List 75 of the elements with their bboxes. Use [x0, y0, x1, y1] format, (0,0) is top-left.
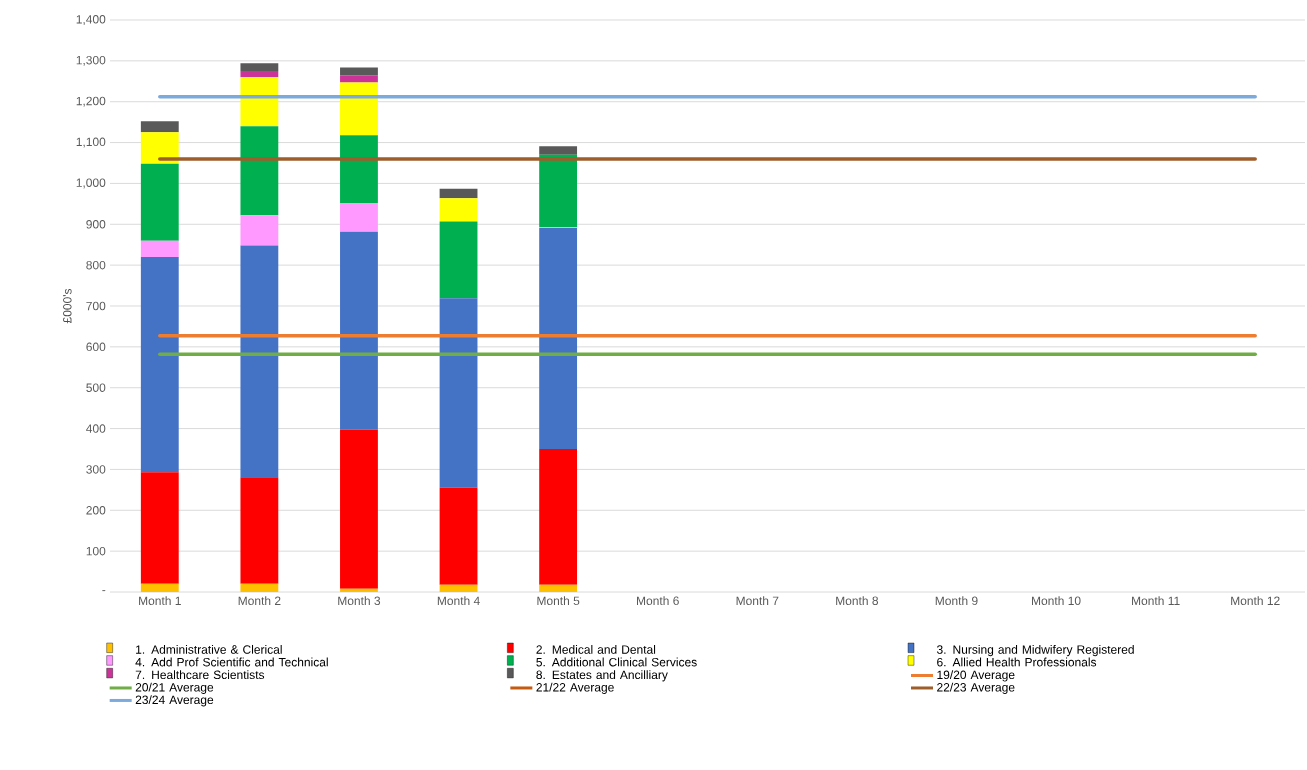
bar	[539, 584, 578, 592]
legend-label: 4. Add Prof Scientific and Technical	[135, 657, 328, 667]
bar	[240, 126, 279, 216]
bar	[439, 584, 478, 592]
bar	[340, 588, 378, 592]
bar	[240, 215, 279, 246]
bar	[539, 449, 578, 585]
y-tick-label: -	[102, 590, 106, 592]
y-tick-label: 1,400	[76, 15, 106, 25]
legend-label: 2. Medical and Dental	[536, 644, 656, 654]
y-tick-label: 500	[86, 383, 106, 392]
bar	[340, 135, 378, 204]
bar	[439, 298, 478, 488]
legend-label: 3. Nursing and Midwifery Registered	[936, 644, 1134, 657]
bar	[140, 132, 179, 164]
y-tick-label: 100	[86, 546, 106, 556]
x-tick-label: Month 4	[437, 596, 480, 606]
x-tick-label: Month 12	[1231, 596, 1280, 606]
bar	[439, 188, 478, 199]
x-tick-label: Month 11	[1132, 596, 1180, 606]
y-tick-label: 1,200	[76, 96, 106, 107]
x-tick-label: Month 10	[1032, 596, 1081, 606]
y-tick-label: 1,100	[76, 137, 106, 148]
bar	[140, 163, 179, 241]
bar	[140, 240, 179, 257]
y-tick-label: 700	[86, 301, 106, 311]
bar	[240, 583, 279, 592]
x-tick-label: Month 1	[139, 596, 181, 606]
bar	[240, 63, 279, 72]
legend-label: 22/23 Average	[937, 682, 1015, 694]
x-tick-label: Month 3	[338, 596, 381, 606]
y-tick-label: 900	[86, 220, 106, 229]
bar	[340, 203, 378, 232]
bar	[140, 256, 179, 473]
bar	[140, 472, 179, 584]
bar	[439, 487, 478, 585]
y-axis-title: £000's	[63, 288, 72, 324]
legend-label: 6. Allied Health Professionals	[937, 657, 1097, 667]
bar	[340, 67, 378, 76]
y-tick-label: 800	[86, 260, 106, 270]
x-tick-label: Month 2	[238, 596, 281, 606]
bar	[140, 121, 179, 133]
x-tick-label: Month 6	[637, 596, 679, 606]
y-tick-label: 1,000	[76, 178, 106, 189]
bar	[439, 198, 478, 222]
legend-label: 19/20 Average	[937, 670, 1015, 682]
y-tick-label: 400	[86, 424, 106, 433]
bar	[340, 82, 378, 136]
y-tick-label: 300	[86, 465, 106, 474]
bar	[340, 75, 378, 83]
x-tick-label: Month 5	[537, 596, 580, 606]
bar	[240, 77, 279, 127]
bar	[539, 146, 578, 155]
legend-label: 23/24 Average	[135, 695, 214, 707]
legend-label: 8. Estates and Ancilliary	[536, 670, 668, 682]
bar	[140, 583, 179, 592]
y-tick-label: 1,300	[76, 55, 106, 66]
legend-label: 7. Healthcare Scientists	[135, 670, 265, 680]
bar	[439, 221, 478, 299]
bar	[539, 227, 578, 449]
bar	[340, 429, 378, 589]
bar	[539, 154, 578, 228]
bar	[240, 245, 279, 478]
x-tick-label: Month 8	[836, 596, 879, 606]
bar	[340, 231, 378, 430]
x-tick-label: Month 7	[736, 596, 779, 606]
legend-label: 21/22 Average	[536, 682, 614, 694]
y-tick-label: 200	[86, 506, 106, 515]
y-tick-label: 600	[86, 342, 106, 352]
legend-label: 20/21 Average	[135, 682, 214, 694]
legend-label: 5. Additional Clinical Services	[536, 657, 697, 667]
x-tick-label: Month 9	[935, 596, 978, 606]
bar	[240, 477, 279, 584]
legend-label: 1. Administrative & Clerical	[136, 644, 282, 654]
bar	[240, 71, 279, 78]
